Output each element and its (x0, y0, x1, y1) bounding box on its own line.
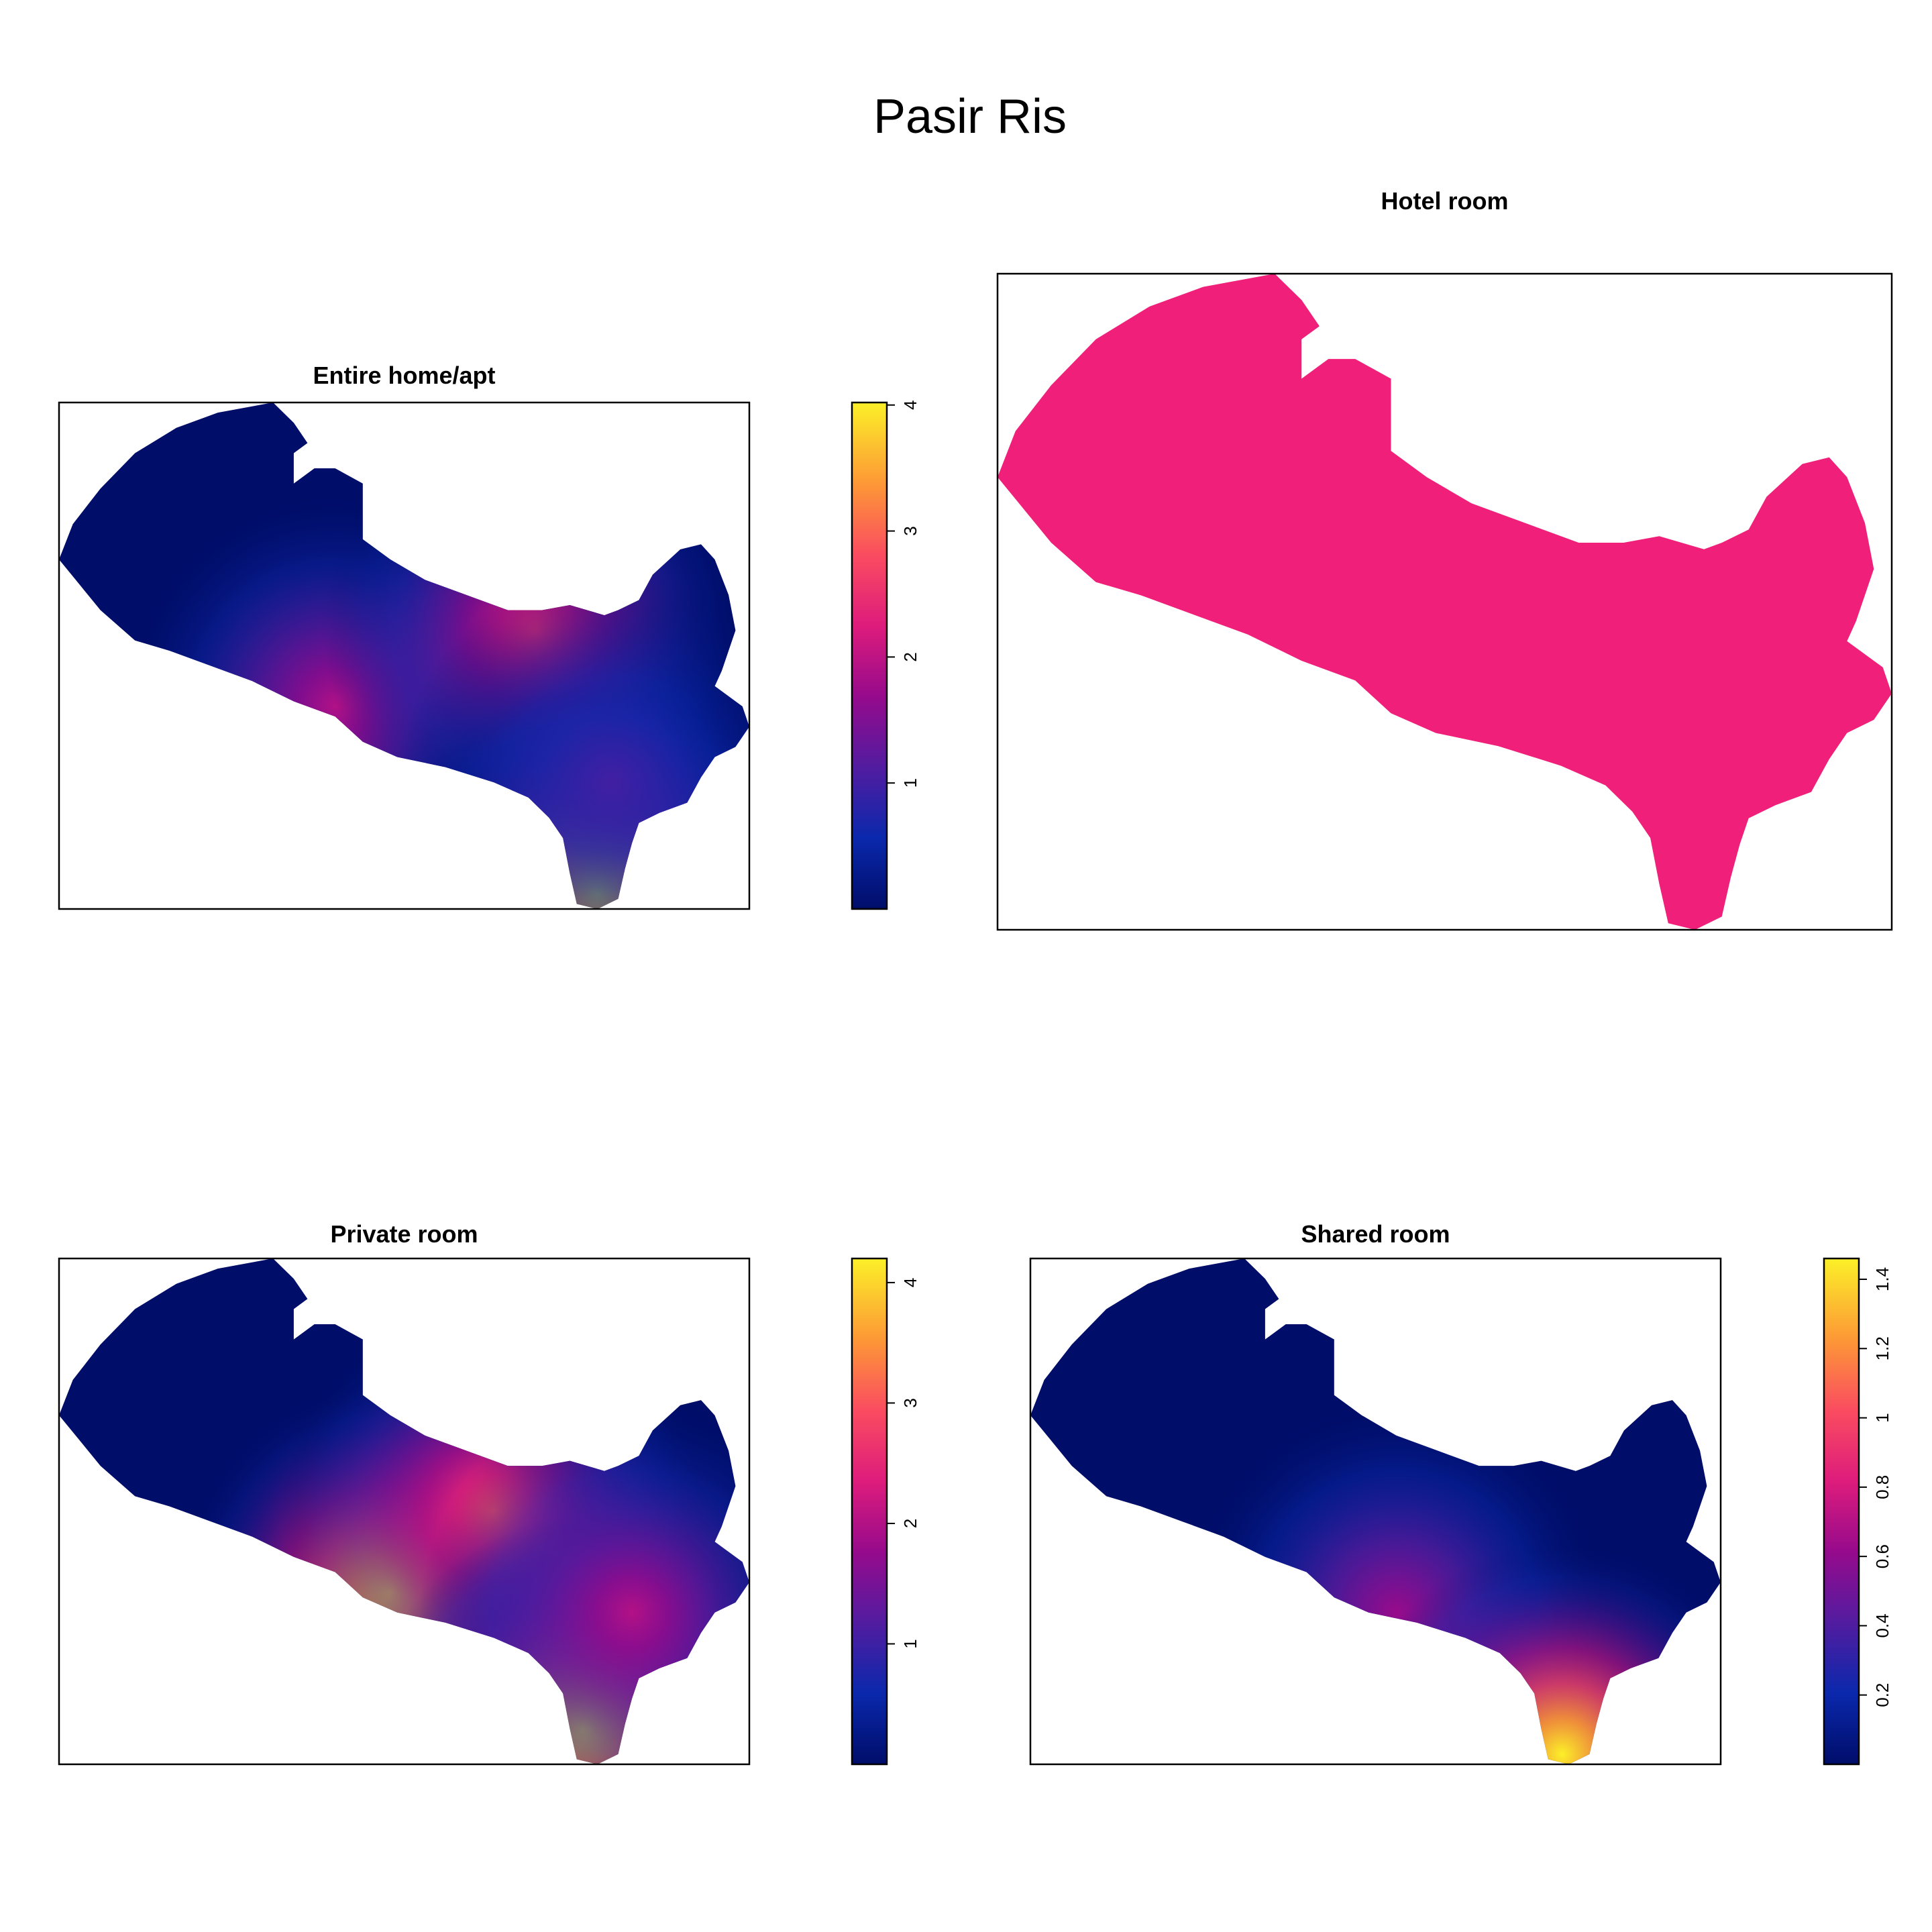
plot-frame (58, 1257, 751, 1766)
legend-bar (1823, 1257, 1860, 1766)
panel-title: Shared room (1301, 1220, 1450, 1248)
plot-frame (1029, 1257, 1722, 1766)
legend-tick-label: 0.6 (1872, 1544, 1892, 1568)
legend-colorbar: 1 2 3 4 (851, 1257, 920, 1766)
legend-tick-label: 1 (900, 778, 920, 788)
legend-bar (851, 401, 888, 910)
legend-tick-label: 4 (900, 400, 920, 410)
legend-tick-label: 3 (900, 1398, 920, 1407)
panel-title: Private room (330, 1220, 478, 1248)
legend-colorbar: 0.2 0.4 0.6 0.8 1 1.2 1.4 (1823, 1257, 1892, 1766)
panel-title: Entire home/apt (313, 362, 495, 389)
legend-tick-label: 2 (900, 1519, 920, 1528)
legend-tick-label: 2 (900, 652, 920, 661)
legend-tick-label: 1.4 (1872, 1267, 1892, 1291)
legend-tick-label: 0.4 (1872, 1613, 1892, 1638)
plot-frame (996, 272, 1893, 931)
plot-frame (58, 401, 751, 910)
legend-tick-label: 0.2 (1872, 1683, 1892, 1707)
legend-tick-label: 3 (900, 526, 920, 535)
legend-colorbar: 1 2 3 4 (851, 400, 920, 910)
legend-bar (851, 1257, 888, 1766)
legend-tick-label: 1 (1872, 1413, 1892, 1422)
panel-title: Hotel room (1381, 187, 1508, 215)
legend-tick-label: 4 (900, 1278, 920, 1287)
legend-tick-label: 0.8 (1872, 1475, 1892, 1499)
legend-tick-label: 1.2 (1872, 1336, 1892, 1360)
main-title: Pasir Ris (873, 90, 1067, 144)
legend-tick-label: 1 (900, 1639, 920, 1648)
